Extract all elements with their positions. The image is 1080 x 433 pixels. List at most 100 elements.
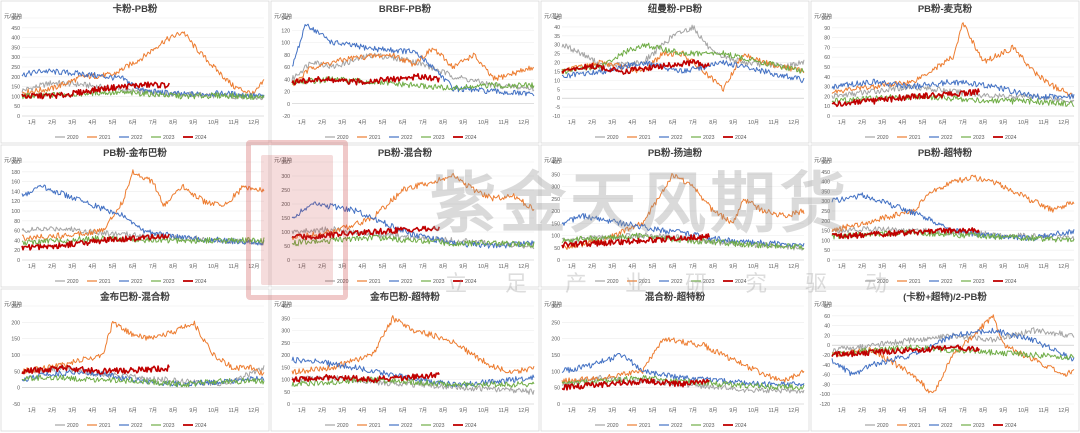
y-tick-label: 200 — [281, 202, 290, 208]
x-tick-label: 1月 — [838, 119, 846, 126]
panel-border — [0, 0, 270, 144]
y-tick-label: 200 — [551, 209, 560, 215]
x-tick-label: 3月 — [338, 119, 346, 126]
x-tick-label: 7月 — [959, 263, 967, 270]
y-unit-label: 元/湿吨 — [274, 12, 293, 20]
panel-border — [540, 288, 810, 432]
x-tick-label: 12月 — [1058, 263, 1069, 270]
x-tick-label: 5月 — [649, 119, 657, 126]
y-tick-label: 250 — [281, 341, 290, 347]
legend-label: 2022 — [131, 279, 143, 285]
legend-label: 2024 — [195, 135, 207, 141]
x-tick-label: 8月 — [169, 263, 177, 270]
y-unit-label: 元/湿吨 — [544, 300, 563, 308]
series-line-2021 — [21, 169, 265, 241]
y-unit-label: 元/湿吨 — [814, 12, 833, 20]
x-tick-label: 5月 — [649, 407, 657, 414]
y-tick-label: 300 — [281, 174, 290, 180]
x-tick-label: 12月 — [518, 119, 529, 126]
x-tick-label: 8月 — [439, 263, 447, 270]
x-tick-label: 12月 — [788, 407, 799, 414]
x-tick-label: 3月 — [338, 263, 346, 270]
x-tick-label: 12月 — [518, 407, 529, 414]
x-tick-label: 5月 — [919, 263, 927, 270]
x-tick-label: 10月 — [208, 119, 219, 126]
series-line-2022 — [291, 201, 535, 249]
x-tick-label: 9月 — [999, 119, 1007, 126]
legend-label: 2020 — [337, 135, 349, 141]
y-tick-label: -20 — [823, 353, 831, 359]
x-tick-label: 5月 — [379, 407, 387, 414]
legend-label: 2023 — [163, 135, 175, 141]
y-tick-label: 50 — [14, 104, 20, 110]
y-tick-label: 150 — [11, 85, 20, 91]
chart-title: PB粉-超特粉 — [918, 147, 973, 159]
y-tick-label: 450 — [821, 170, 830, 176]
y-tick-label: 0 — [17, 386, 20, 392]
y-tick-label: 350 — [281, 160, 290, 166]
x-tick-label: 4月 — [89, 263, 97, 270]
y-tick-label: 50 — [284, 390, 290, 396]
series-line-2023 — [291, 234, 535, 248]
legend-label: 2021 — [639, 279, 651, 285]
y-tick-label: 350 — [11, 45, 20, 51]
y-tick-label: 0 — [827, 114, 830, 120]
x-tick-label: 2月 — [858, 119, 866, 126]
y-tick-label: -5 — [555, 105, 560, 111]
y-tick-label: 50 — [824, 248, 830, 254]
x-tick-label: 7月 — [149, 263, 157, 270]
panel-border — [270, 144, 540, 288]
x-tick-label: 7月 — [959, 119, 967, 126]
y-tick-label: 35 — [554, 34, 560, 40]
x-tick-label: 7月 — [689, 119, 697, 126]
x-tick-label: 2月 — [858, 407, 866, 414]
x-tick-label: 6月 — [939, 407, 947, 414]
y-tick-label: 60 — [284, 65, 290, 71]
series-line-2024 — [831, 344, 980, 358]
series-line-2022 — [561, 59, 805, 84]
legend-label: 2022 — [671, 279, 683, 285]
chart-title: 金布巴粉-超特粉 — [369, 291, 440, 303]
series-line-2024 — [291, 225, 440, 241]
y-tick-label: 200 — [281, 353, 290, 359]
series-line-2023 — [21, 235, 265, 246]
legend-label: 2021 — [99, 423, 111, 429]
y-tick-label: 80 — [284, 53, 290, 59]
panel-border — [0, 144, 270, 288]
x-tick-label: 8月 — [709, 119, 717, 126]
x-tick-label: 10月 — [1018, 407, 1029, 414]
legend-label: 2024 — [195, 423, 207, 429]
y-tick-label: 0 — [287, 102, 290, 108]
legend-label: 2022 — [401, 279, 413, 285]
panel-border — [540, 144, 810, 288]
x-tick-label: 6月 — [399, 407, 407, 414]
series-line-2020 — [831, 327, 1075, 354]
legend-label: 2024 — [195, 279, 207, 285]
y-tick-label: 120 — [11, 199, 20, 205]
legend-label: 2020 — [607, 279, 619, 285]
x-tick-label: 8月 — [439, 119, 447, 126]
panel-border — [270, 0, 540, 144]
x-tick-label: 10月 — [208, 263, 219, 270]
x-tick-label: 11月 — [1038, 407, 1049, 414]
y-tick-label: -40 — [823, 363, 831, 369]
series-line-2024 — [291, 73, 440, 86]
x-tick-label: 11月 — [228, 119, 239, 126]
legend-label: 2024 — [1005, 135, 1017, 141]
y-tick-label: 10 — [554, 78, 560, 84]
y-tick-label: 450 — [11, 26, 20, 32]
legend-label: 2022 — [131, 423, 143, 429]
y-tick-label: 0 — [827, 258, 830, 264]
series-line-2021 — [561, 173, 805, 250]
x-tick-label: 6月 — [399, 119, 407, 126]
chart-panel: PB粉-混合粉 元/湿吨 0 50 100 150 200 250 300 350 1月 2月 3月 4月… — [270, 144, 540, 288]
legend-label: 2020 — [67, 279, 79, 285]
y-tick-label: 150 — [551, 353, 560, 359]
x-tick-label: 9月 — [729, 407, 737, 414]
y-tick-label: 500 — [821, 160, 830, 166]
y-tick-label: 60 — [14, 229, 20, 235]
series-line-2022 — [561, 213, 805, 248]
y-tick-label: 300 — [551, 185, 560, 191]
